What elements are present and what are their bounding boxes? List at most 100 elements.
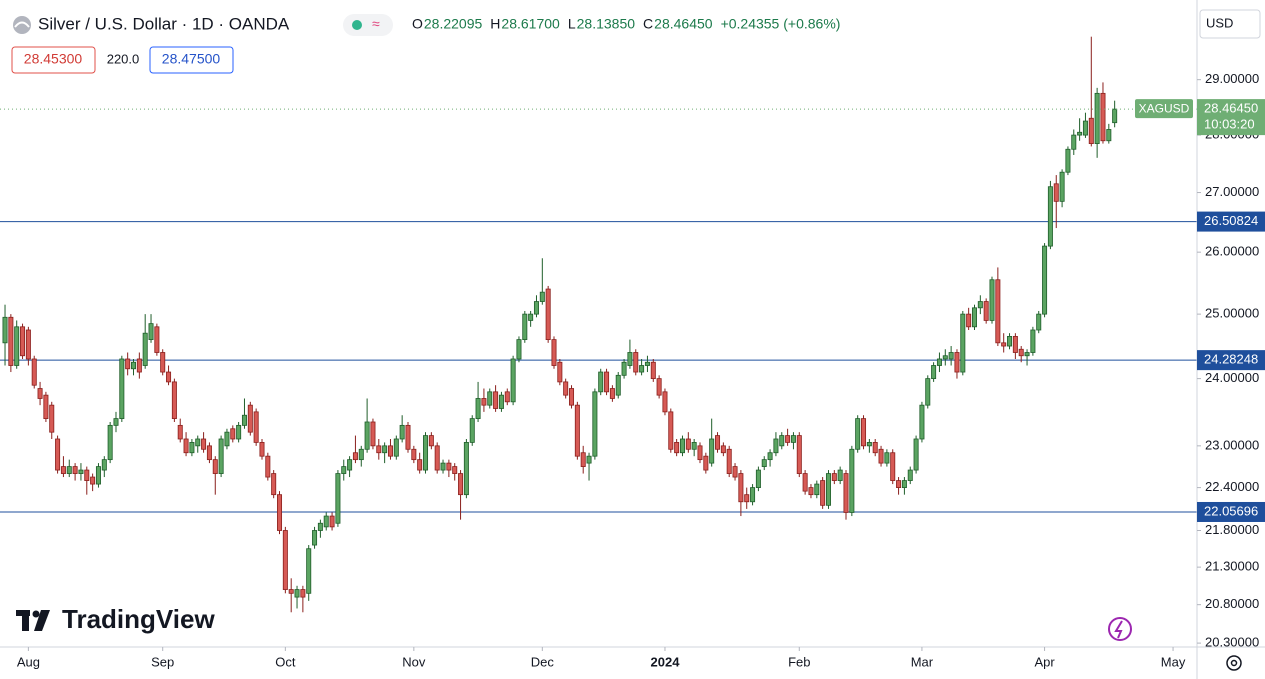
candle-body — [317, 522, 323, 531]
logo-mark — [22, 610, 29, 631]
candle-body — [434, 445, 440, 471]
candle-body — [131, 361, 137, 370]
candle-body — [312, 530, 318, 546]
candle-body — [352, 452, 358, 461]
candle-body — [715, 435, 721, 450]
candle-body — [101, 459, 107, 471]
candle-body — [49, 404, 55, 433]
candle-body — [452, 466, 458, 474]
candle-body — [884, 452, 890, 464]
candle-body — [230, 428, 236, 440]
candle-body — [966, 313, 972, 328]
candle-body — [160, 352, 166, 373]
candle-body — [136, 358, 142, 373]
logo-mark — [34, 610, 50, 631]
sell-button[interactable] — [11, 46, 96, 74]
candle-body — [55, 438, 61, 471]
candle-body — [656, 378, 662, 396]
y-tick-label: 27.00000 — [1205, 184, 1259, 199]
candle-body — [1007, 335, 1013, 347]
candle-body — [767, 452, 773, 461]
x-tick-label: Mar — [911, 654, 934, 669]
candle-body — [282, 530, 288, 590]
level-tag — [1197, 350, 1265, 371]
candle-body — [942, 355, 948, 360]
x-tick-label: Dec — [531, 654, 555, 669]
candle-body — [1071, 134, 1077, 150]
level-label: 24.28248 — [1204, 352, 1258, 367]
candle-body — [236, 424, 242, 440]
candle-body — [177, 424, 183, 440]
candle-body — [615, 374, 621, 396]
candle-body — [14, 326, 20, 366]
candle-body — [265, 455, 271, 478]
candle-body — [195, 438, 201, 447]
candle-body — [522, 313, 528, 341]
candle-body — [405, 424, 411, 450]
candle-body — [277, 494, 283, 531]
candle-body — [679, 438, 685, 454]
level-tag — [1197, 211, 1265, 232]
legend-key: H — [490, 16, 500, 32]
candle-body — [1030, 329, 1036, 353]
candle-body — [224, 431, 230, 447]
candle-body — [259, 442, 265, 457]
ohlc-legend: O 28.22095 H 28.61700 L 28.13850 C 28.46450 +0.2… — [412, 16, 840, 32]
plot-area — [0, 36, 1197, 613]
level-tag — [1197, 501, 1265, 522]
x-tick-label: Sep — [151, 654, 174, 669]
candle-body — [1024, 352, 1030, 357]
candle-body — [574, 404, 580, 457]
candle-body — [621, 361, 627, 376]
candle-body — [78, 469, 84, 474]
legend-key: C — [643, 16, 653, 32]
x-tick-label: 2024 — [651, 654, 681, 669]
candle-body — [183, 438, 189, 454]
candle-body — [685, 438, 691, 450]
candle-body — [1036, 313, 1042, 331]
candle-body — [253, 411, 259, 443]
y-tick-label: 24.00000 — [1205, 370, 1259, 385]
status-pill[interactable] — [343, 14, 393, 36]
candle-body — [493, 391, 499, 409]
logo-mark — [32, 610, 40, 618]
buy-button[interactable] — [149, 46, 234, 74]
candle-body — [1100, 92, 1106, 142]
candle-body — [983, 301, 989, 321]
candle-body — [8, 316, 14, 366]
candle-body — [709, 438, 715, 464]
legend-value: 28.13850 — [577, 16, 636, 32]
candle-body — [925, 378, 931, 406]
legend-key: O — [412, 16, 423, 32]
candle-body — [475, 398, 481, 420]
candle-body — [907, 469, 913, 481]
candle-body — [43, 394, 49, 420]
candle-body — [510, 358, 516, 403]
candle-body — [335, 473, 341, 524]
candle-body — [329, 515, 335, 528]
x-tick-label: Apr — [1034, 654, 1055, 669]
candle-body — [306, 548, 312, 594]
settings-icon[interactable] — [1226, 655, 1242, 671]
candle-body — [808, 487, 814, 496]
candle-body — [563, 381, 569, 396]
candle-body — [1088, 117, 1094, 144]
candle-body — [417, 459, 423, 471]
level-label: 22.05696 — [1204, 503, 1258, 518]
candle-body — [691, 442, 697, 450]
candle-body — [382, 445, 388, 454]
watermark: TradingView — [62, 604, 215, 634]
candle-body — [399, 424, 405, 440]
candle-body — [545, 288, 551, 341]
candle-body — [1018, 348, 1024, 357]
candle-body — [598, 371, 604, 393]
news-icon[interactable] — [1108, 617, 1132, 641]
candle-body — [1065, 148, 1071, 173]
candle-body — [504, 391, 510, 403]
candle-body — [166, 371, 172, 383]
candle-body — [347, 459, 353, 471]
x-tick-label: Feb — [788, 654, 810, 669]
candle-body — [954, 352, 960, 373]
currency-button[interactable] — [1199, 9, 1261, 39]
